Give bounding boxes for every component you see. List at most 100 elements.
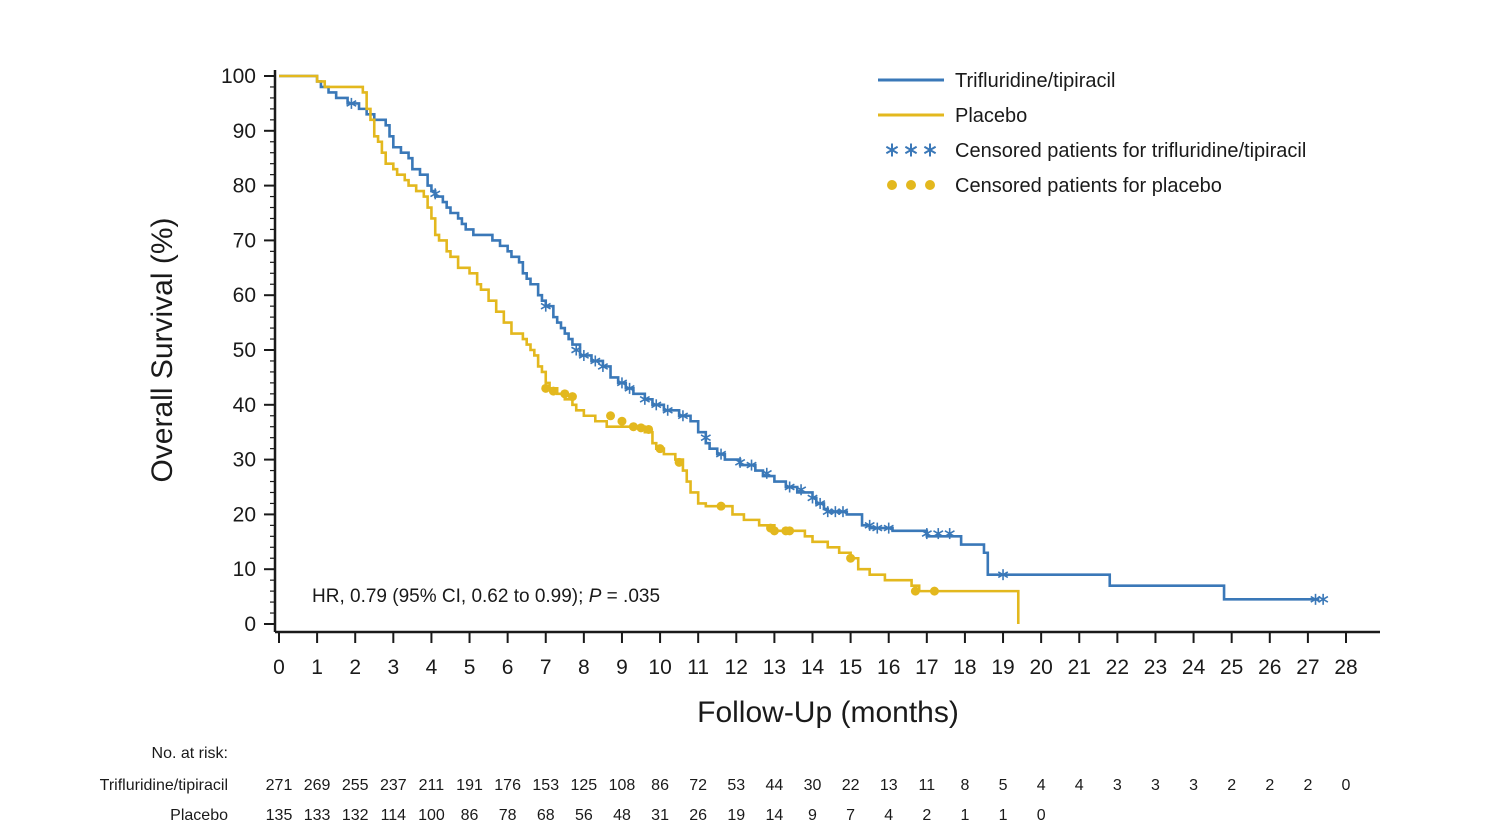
censor-star bbox=[624, 382, 635, 394]
risk-count: 132 bbox=[342, 807, 369, 824]
risk-count: 86 bbox=[651, 777, 669, 794]
censor-star bbox=[571, 344, 582, 356]
risk-count: 4 bbox=[1075, 777, 1084, 794]
risk-count: 125 bbox=[571, 777, 598, 794]
x-tick-label: 20 bbox=[1029, 656, 1052, 679]
x-tick-label: 27 bbox=[1296, 656, 1319, 679]
y-tick-label: 50 bbox=[233, 339, 256, 362]
risk-count: 0 bbox=[1342, 777, 1351, 794]
censor-star bbox=[616, 377, 628, 389]
risk-count: 176 bbox=[494, 777, 521, 794]
risk-table-heading: No. at risk: bbox=[152, 745, 228, 762]
risk-count: 3 bbox=[1151, 777, 1160, 794]
risk-count: 7 bbox=[846, 807, 855, 824]
legend-label: Censored patients for trifluridine/tipir… bbox=[955, 140, 1306, 162]
legend-star-swatch bbox=[904, 143, 918, 157]
risk-count: 26 bbox=[689, 807, 707, 824]
censor-star bbox=[430, 188, 441, 200]
x-tick-label: 1 bbox=[311, 656, 323, 679]
hr-suffix: = .035 bbox=[601, 586, 660, 607]
y-tick-label: 30 bbox=[233, 449, 256, 472]
x-tick-label: 28 bbox=[1334, 656, 1357, 679]
censor-star bbox=[837, 506, 849, 518]
x-tick-label: 13 bbox=[763, 656, 786, 679]
x-tick-label: 3 bbox=[387, 656, 399, 679]
x-tick-label: 4 bbox=[426, 656, 438, 679]
y-axis-title: Overall Survival (%) bbox=[146, 217, 179, 482]
x-tick-label: 6 bbox=[502, 656, 514, 679]
censor-dot bbox=[560, 389, 570, 399]
risk-count: 4 bbox=[884, 807, 893, 824]
censor-dot bbox=[628, 422, 638, 432]
censor-star bbox=[590, 355, 601, 367]
y-tick-label: 10 bbox=[233, 558, 256, 581]
risk-count: 0 bbox=[1037, 807, 1046, 824]
censor-star bbox=[933, 528, 944, 540]
risk-count: 2 bbox=[922, 807, 931, 824]
risk-count: 2 bbox=[1303, 777, 1312, 794]
x-tick-label: 25 bbox=[1220, 656, 1243, 679]
censor-star bbox=[944, 528, 955, 540]
risk-count: 78 bbox=[499, 807, 517, 824]
censor-dot bbox=[548, 386, 558, 396]
x-tick-label: 23 bbox=[1144, 656, 1167, 679]
x-tick-label: 24 bbox=[1182, 656, 1206, 679]
y-tick-label: 40 bbox=[233, 394, 256, 417]
risk-count: 4 bbox=[1037, 777, 1046, 794]
censor-star bbox=[662, 404, 673, 416]
x-tick-label: 12 bbox=[725, 656, 748, 679]
x-tick-label: 21 bbox=[1068, 656, 1091, 679]
y-tick-label: 20 bbox=[233, 503, 256, 526]
censor-star bbox=[921, 528, 932, 540]
x-tick-label: 14 bbox=[801, 656, 825, 679]
risk-count: 271 bbox=[266, 777, 293, 794]
censor-star bbox=[795, 484, 807, 496]
censor-star bbox=[734, 456, 746, 468]
censor-dot bbox=[910, 586, 920, 596]
censor-star bbox=[346, 97, 357, 109]
x-tick-label: 5 bbox=[464, 656, 476, 679]
censor-dot bbox=[606, 411, 616, 421]
censor-star bbox=[883, 522, 894, 534]
risk-count: 86 bbox=[461, 807, 479, 824]
censor-star bbox=[597, 360, 609, 372]
censor-star bbox=[761, 467, 772, 479]
x-tick-label: 19 bbox=[991, 656, 1014, 679]
censor-dot bbox=[674, 457, 684, 467]
censor-star bbox=[814, 497, 826, 509]
risk-count: 100 bbox=[418, 807, 445, 824]
censor-star bbox=[784, 481, 795, 493]
risk-count: 19 bbox=[727, 807, 745, 824]
x-axis-title: Follow-Up (months) bbox=[697, 696, 959, 729]
x-tick-label: 22 bbox=[1106, 656, 1129, 679]
risk-count: 56 bbox=[575, 807, 593, 824]
risk-count: 48 bbox=[613, 807, 631, 824]
y-tick-label: 100 bbox=[221, 65, 256, 88]
risk-count: 72 bbox=[689, 777, 707, 794]
censor-star bbox=[700, 432, 711, 444]
risk-count: 30 bbox=[804, 777, 822, 794]
x-tick-label: 26 bbox=[1258, 656, 1281, 679]
censor-star bbox=[872, 522, 883, 534]
censor-dot bbox=[929, 586, 939, 596]
risk-count: 3 bbox=[1189, 777, 1198, 794]
censor-dot bbox=[846, 553, 856, 563]
risk-count: 44 bbox=[765, 777, 783, 794]
censor-dot bbox=[617, 416, 627, 426]
risk-count: 5 bbox=[999, 777, 1008, 794]
hr-prefix: HR, 0.79 (95% CI, 0.62 to 0.99); bbox=[312, 586, 589, 607]
risk-count: 135 bbox=[266, 807, 293, 824]
risk-count: 1 bbox=[960, 807, 969, 824]
censor-star bbox=[540, 300, 551, 312]
risk-count: 255 bbox=[342, 777, 369, 794]
legend-label: Trifluridine/tipiracil bbox=[955, 70, 1115, 92]
censor-star bbox=[677, 410, 689, 422]
risk-count: 8 bbox=[960, 777, 969, 794]
censor-star bbox=[746, 459, 757, 471]
x-tick-label: 0 bbox=[273, 656, 285, 679]
risk-count: 237 bbox=[380, 777, 407, 794]
x-tick-label: 9 bbox=[616, 656, 628, 679]
censor-dot bbox=[769, 526, 779, 536]
legend-dot-swatch bbox=[906, 180, 916, 190]
risk-row-label: Placebo bbox=[170, 807, 228, 824]
